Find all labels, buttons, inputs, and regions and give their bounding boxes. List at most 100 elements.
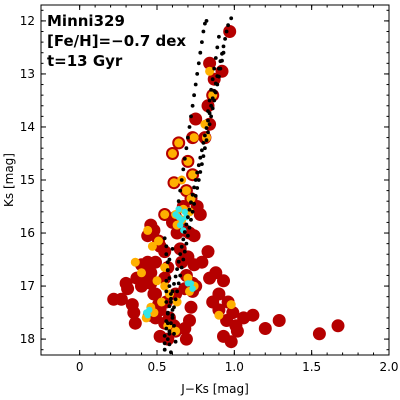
isochrone-point <box>201 29 206 34</box>
isochrone-point <box>204 19 209 23</box>
isochrone-point <box>167 331 172 336</box>
isochrone-point <box>198 50 203 55</box>
cyan-star <box>146 306 153 314</box>
isochrone-point <box>193 194 198 198</box>
orange-star <box>143 225 153 235</box>
annotation-cluster-name: Minni329 <box>47 12 125 30</box>
y-axis-label: Ks [mag] <box>2 153 16 207</box>
isochrone-point <box>167 276 172 280</box>
orange-star <box>147 241 157 251</box>
isochrone-point <box>201 141 206 145</box>
isochrone-point <box>220 58 224 63</box>
x-tick-label: 0 <box>76 360 84 374</box>
isochrone-point <box>182 230 187 234</box>
isochrone-point <box>192 185 197 190</box>
isochrone-point <box>184 241 189 246</box>
x-axis-ticks: 0 0.5 1.0 1.5 2.0 <box>76 5 399 374</box>
isochrone-point <box>217 34 221 39</box>
isochrone-point <box>190 209 195 214</box>
red-star <box>153 329 167 343</box>
isochrone-point <box>203 133 207 138</box>
isochrone-point <box>189 217 193 222</box>
annotation-metallicity: [Fe/H]=−0.7 dex <box>47 32 186 50</box>
y-tick-label: 17 <box>20 279 35 293</box>
isochrone-point <box>182 249 187 254</box>
isochrone-point <box>164 252 169 257</box>
isochrone-point <box>206 118 210 123</box>
cyan-star <box>177 221 184 229</box>
red-star <box>189 112 203 126</box>
isochrone-point <box>181 257 186 262</box>
isochrone-point <box>198 155 203 160</box>
isochrone-point <box>187 225 192 230</box>
red-star <box>119 276 133 290</box>
isochrone-point <box>213 90 218 95</box>
isochrone-point <box>165 321 170 326</box>
isochrone-point <box>162 236 167 241</box>
isochrone-point <box>169 292 173 296</box>
isochrone-point <box>179 244 184 249</box>
isochrone-point <box>175 267 180 271</box>
isochrone-point <box>181 167 186 172</box>
orange-star <box>160 210 170 219</box>
red-star <box>201 245 215 259</box>
isochrone-point <box>226 23 231 28</box>
isochrone-point <box>170 313 175 318</box>
x-tick-label: 1.5 <box>302 360 321 374</box>
isochrone-point <box>204 126 209 130</box>
isochrone-point <box>209 87 214 92</box>
isochrone-point <box>184 146 189 151</box>
isochrone-point <box>182 156 187 161</box>
red-star <box>258 322 272 335</box>
red-star <box>183 314 196 327</box>
isochrone-point <box>195 72 200 76</box>
cyan-star <box>178 216 185 223</box>
isochrone-point <box>217 74 221 79</box>
isochrone-point <box>209 114 214 119</box>
orange-star <box>181 186 191 196</box>
red-star <box>203 56 217 70</box>
isochrone-point <box>207 122 212 127</box>
isochrone-point <box>198 170 203 174</box>
cyan-star <box>144 312 151 319</box>
isochrone-point <box>178 188 183 193</box>
y-tick-label: 15 <box>20 173 35 187</box>
isochrone-point <box>162 347 167 352</box>
cyan-star <box>184 280 192 287</box>
isochrone-point <box>162 334 167 338</box>
isochrone-point <box>172 305 176 310</box>
isochrone-point <box>187 125 192 129</box>
orange-star <box>169 178 179 188</box>
red-star <box>107 292 121 306</box>
data-points-layer <box>107 16 345 355</box>
cyan-star <box>181 208 188 215</box>
isochrone-point <box>189 114 193 119</box>
isochrone-point <box>173 274 178 279</box>
isochrone-point <box>165 310 170 315</box>
isochrone-point <box>175 289 180 294</box>
red-star <box>187 258 201 272</box>
isochrone-point <box>203 146 207 151</box>
isochrone-point <box>164 300 169 304</box>
isochrone-point <box>224 29 229 34</box>
isochrone-point <box>167 284 172 288</box>
isochrone-point <box>201 154 206 159</box>
isochrone-point <box>192 202 197 206</box>
y-tick-label: 12 <box>20 14 35 28</box>
x-axis-label: J−Ks [mag] <box>180 382 249 396</box>
y-tick-label: 13 <box>20 67 35 81</box>
isochrone-point <box>212 66 217 71</box>
isochrone-point <box>167 304 172 309</box>
orange-star <box>130 257 140 267</box>
isochrone-point <box>189 200 193 205</box>
isochrone-point <box>210 106 215 111</box>
isochrone-point <box>196 61 201 66</box>
isochrone-point <box>164 278 169 283</box>
x-tick-label: 1.0 <box>225 360 244 374</box>
isochrone-point <box>173 297 178 302</box>
isochrone-point <box>164 244 169 249</box>
red-star <box>246 308 260 322</box>
isochrone-point <box>186 233 190 238</box>
